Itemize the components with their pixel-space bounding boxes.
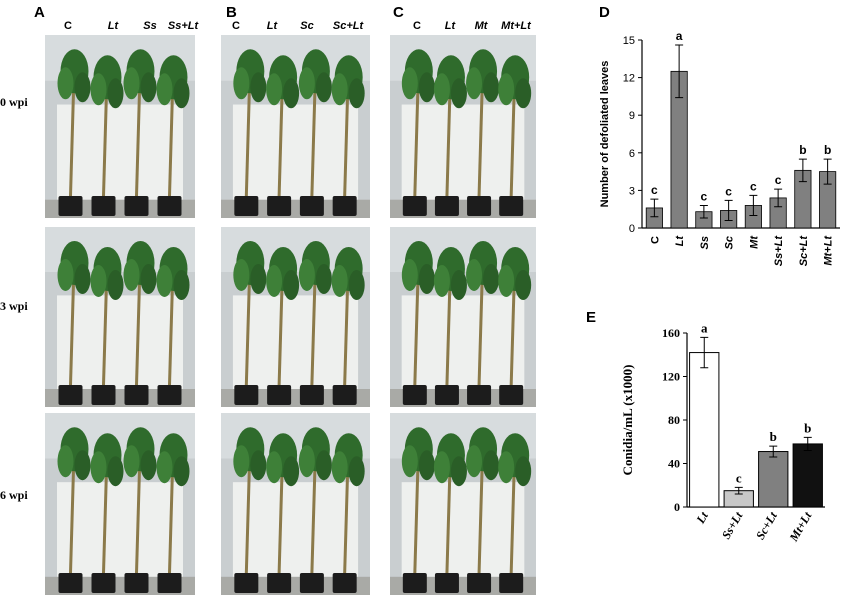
chart-e-svg: 0 40 80 120 160 Conidia/mL (x1000) a Lt c Ss+Lt b S… (620, 320, 825, 545)
chart-d-sig-letter: c (701, 189, 708, 203)
chart-e-error-bar (700, 336, 709, 369)
chart-d-category-label: Mt+Lt (823, 235, 835, 266)
chart-d-sig-letter: c (651, 183, 658, 197)
row-label-3wpi: 3 wpi (0, 299, 28, 313)
chart-d-error-bar (699, 204, 708, 219)
chart-d-sig-letter: a (676, 29, 683, 43)
panel-letter-a: A (34, 4, 45, 21)
col-label-c-2: Lt (444, 20, 456, 32)
chart-e-sig-letter: b (770, 429, 777, 444)
chart-d-sig-letter: b (799, 143, 806, 157)
chart-e-y-tick-label: 120 (662, 370, 680, 384)
col-label-c-1: C (413, 20, 421, 32)
chart-d-svg: 0 3 6 9 12 15 Number of defoliated leaves c Ca Lt… (599, 29, 840, 267)
chart-d-y-tick-label: 6 (629, 148, 635, 160)
chart-e: 0 40 80 120 160 Conidia/mL (x1000) a Lt c Ss+Lt b S… (590, 320, 851, 595)
chart-d-y-tick-label: 0 (629, 223, 635, 235)
chart-d-y-tick-label: 15 (623, 35, 635, 47)
col-label-a-4: Ss+Lt (167, 20, 199, 32)
chart-e-sig-letter: a (701, 320, 708, 335)
col-label-b-2: Lt (266, 20, 278, 32)
chart-e-error-bar (769, 445, 778, 458)
chart-d-category-label: C (649, 236, 661, 244)
panel-letter-d: D (599, 4, 610, 21)
col-label-a-3: Ss (143, 20, 157, 32)
chart-e-category-label: Mt+Lt (786, 509, 815, 545)
chart-d-category-label: Ss (699, 236, 711, 249)
chart-e-sig-letter: c (736, 470, 742, 485)
chart-d-error-bar (823, 158, 832, 185)
chart-d-error-bar (724, 199, 733, 221)
col-label-c-3: Mt (474, 20, 488, 32)
chart-d-sig-letter: c (775, 173, 782, 187)
plant-photo-5 (221, 227, 370, 407)
chart-e-category-label: Sc+Lt (753, 509, 780, 542)
chart-e-bar (689, 352, 720, 508)
chart-d-category-label: Mt (748, 235, 760, 249)
row-label-0wpi: 0 wpi (0, 95, 28, 109)
col-label-b-4: Sc+Lt (332, 20, 364, 32)
chart-e-error-bar (734, 486, 743, 495)
col-label-a-2: Lt (107, 20, 119, 32)
plant-photo-9 (390, 413, 536, 595)
chart-d-category-label: Sc+Lt (798, 235, 810, 267)
chart-d-y-tick-label: 9 (629, 110, 635, 122)
plant-photo-1 (45, 35, 195, 218)
chart-d-category-label: Sc (724, 236, 736, 249)
chart-e-y-tick-label: 0 (674, 500, 680, 514)
plant-photo-6 (390, 227, 536, 407)
chart-e-error-bar (803, 436, 812, 451)
chart-e-category-label: Lt (693, 509, 711, 527)
plant-photo-8 (221, 413, 370, 595)
chart-e-bar (758, 451, 789, 508)
chart-d-sig-letter: c (725, 184, 732, 198)
panel-letter-b: B (226, 4, 237, 21)
plant-photo-4 (45, 227, 195, 407)
col-label-a-1: C (64, 20, 72, 32)
chart-d-y-tick-label: 3 (629, 185, 635, 197)
plant-photo-3 (390, 35, 536, 218)
panel-letter-e: E (586, 309, 597, 326)
chart-d-error-bar (675, 44, 684, 99)
col-label-c-4: Mt+Lt (501, 20, 531, 32)
chart-d-sig-letter: c (750, 179, 757, 193)
chart-d-category-label: Lt (674, 235, 686, 247)
chart-d-error-bar (774, 188, 783, 208)
row-label-6wpi: 6 wpi (0, 488, 28, 502)
col-label-b-1: C (232, 20, 240, 32)
panel-letter-c: C (393, 4, 404, 21)
chart-e-y-tick-label: 80 (668, 413, 680, 427)
chart-d-error-bar (798, 158, 807, 183)
plant-photo-7 (45, 413, 195, 595)
chart-d-sig-letter: b (824, 143, 831, 157)
chart-e-y-tick-label: 40 (668, 457, 680, 471)
chart-e-y-tick-label: 160 (662, 326, 680, 340)
chart-d-y-label: Number of defoliated leaves (599, 61, 611, 208)
chart-e-y-label: Conidia/mL (x1000) (620, 365, 635, 476)
chart-e-bar (792, 443, 823, 508)
col-label-b-3: Sc (300, 20, 314, 32)
chart-e-category-label: Ss+Lt (719, 509, 746, 542)
chart-d-category-label: Ss+Lt (773, 235, 785, 267)
chart-d-error-bar (650, 198, 659, 218)
chart-d-error-bar (749, 194, 758, 216)
plant-photo-2 (221, 35, 370, 218)
chart-d-y-tick-label: 12 (623, 73, 635, 85)
chart-e-sig-letter: b (804, 420, 811, 435)
